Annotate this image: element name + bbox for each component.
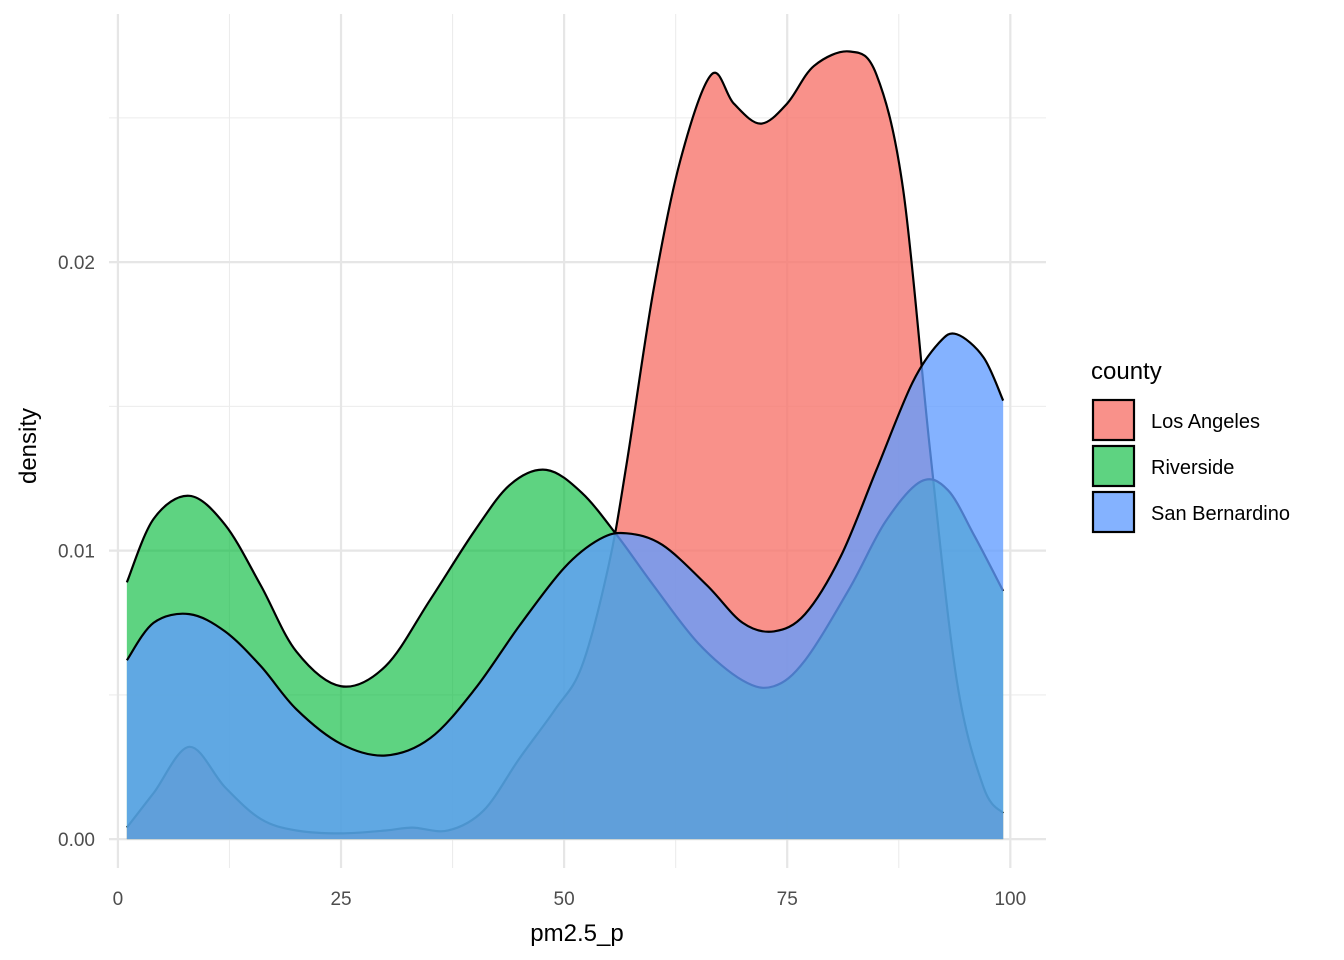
y-axis-ticks: 0.00 0.01 0.02 bbox=[58, 253, 95, 851]
x-tick-label: 75 bbox=[777, 889, 798, 910]
legend-item-riverside: Riverside bbox=[1091, 444, 1234, 488]
legend-label: San Bernardino bbox=[1151, 503, 1290, 525]
legend: county Los Angeles Riverside San Bernardin… bbox=[1091, 358, 1290, 534]
legend-label: Riverside bbox=[1151, 457, 1234, 479]
x-tick-label: 50 bbox=[554, 889, 575, 910]
x-axis-ticks: 0 25 50 75 100 bbox=[113, 889, 1027, 910]
legend-swatch bbox=[1091, 398, 1136, 442]
legend-item-los-angeles: Los Angeles bbox=[1091, 398, 1260, 442]
legend-items: Los Angeles Riverside San Bernardino bbox=[1091, 398, 1290, 534]
density-area-san-bernardino bbox=[126, 333, 1004, 840]
legend-item-san-bernardino: San Bernardino bbox=[1091, 490, 1290, 534]
y-axis-title: density bbox=[15, 408, 42, 484]
y-tick-label: 0.01 bbox=[58, 542, 95, 563]
x-tick-label: 100 bbox=[994, 889, 1026, 910]
legend-label: Los Angeles bbox=[1151, 411, 1260, 433]
density-series-san-bernardino bbox=[125, 332, 1005, 840]
y-tick-label: 0.00 bbox=[58, 830, 95, 851]
density-outline-san-bernardino bbox=[125, 332, 1005, 757]
legend-title: county bbox=[1091, 358, 1162, 385]
x-tick-label: 25 bbox=[330, 889, 351, 910]
density-areas bbox=[125, 50, 1005, 840]
y-tick-label: 0.02 bbox=[58, 253, 95, 274]
x-axis-title: pm2.5_p bbox=[530, 920, 623, 947]
x-tick-label: 0 bbox=[113, 889, 124, 910]
legend-swatch bbox=[1091, 490, 1136, 534]
legend-swatch bbox=[1091, 444, 1136, 488]
